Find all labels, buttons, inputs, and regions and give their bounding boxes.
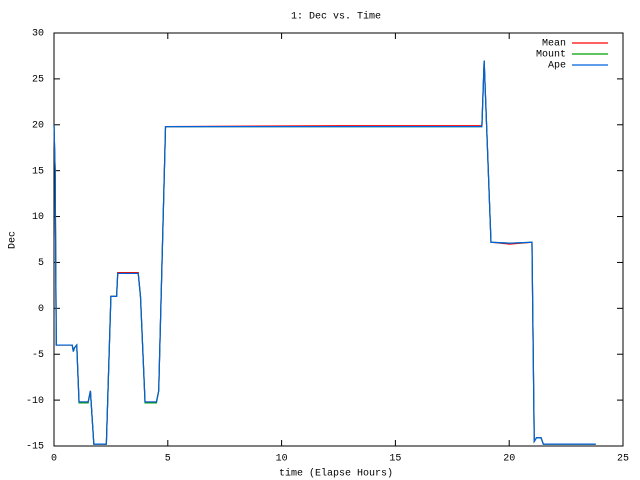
x-tick-label: 15 (389, 454, 401, 465)
y-tick-label: 20 (32, 120, 44, 131)
x-axis-label: time (Elapse Hours) (279, 468, 393, 480)
series-line (53, 60, 596, 445)
y-tick-label: -15 (26, 442, 44, 453)
legend-label: Mount (536, 50, 566, 61)
legend-label: Mean (542, 39, 566, 50)
y-tick-label: 5 (38, 258, 44, 269)
y-tick-label: -5 (32, 350, 44, 361)
y-tick-label: 30 (32, 29, 44, 40)
y-axis-label: Dec (8, 231, 19, 249)
y-tick-label: 25 (32, 75, 44, 86)
y-tick-label: -10 (26, 396, 44, 407)
x-tick-label: 20 (503, 454, 515, 465)
y-tick-label: 0 (38, 304, 44, 315)
plot-border (53, 32, 624, 447)
x-tick-label: 5 (165, 454, 171, 465)
x-tick-label: 10 (276, 454, 288, 465)
x-tick-label: 25 (617, 454, 629, 465)
chart-title: 1: Dec vs. Time (291, 11, 381, 23)
legend-label: Ape (548, 61, 566, 72)
y-tick-label: 15 (32, 166, 44, 177)
x-tick-label: 0 (51, 454, 57, 465)
y-tick-label: 10 (32, 212, 44, 223)
